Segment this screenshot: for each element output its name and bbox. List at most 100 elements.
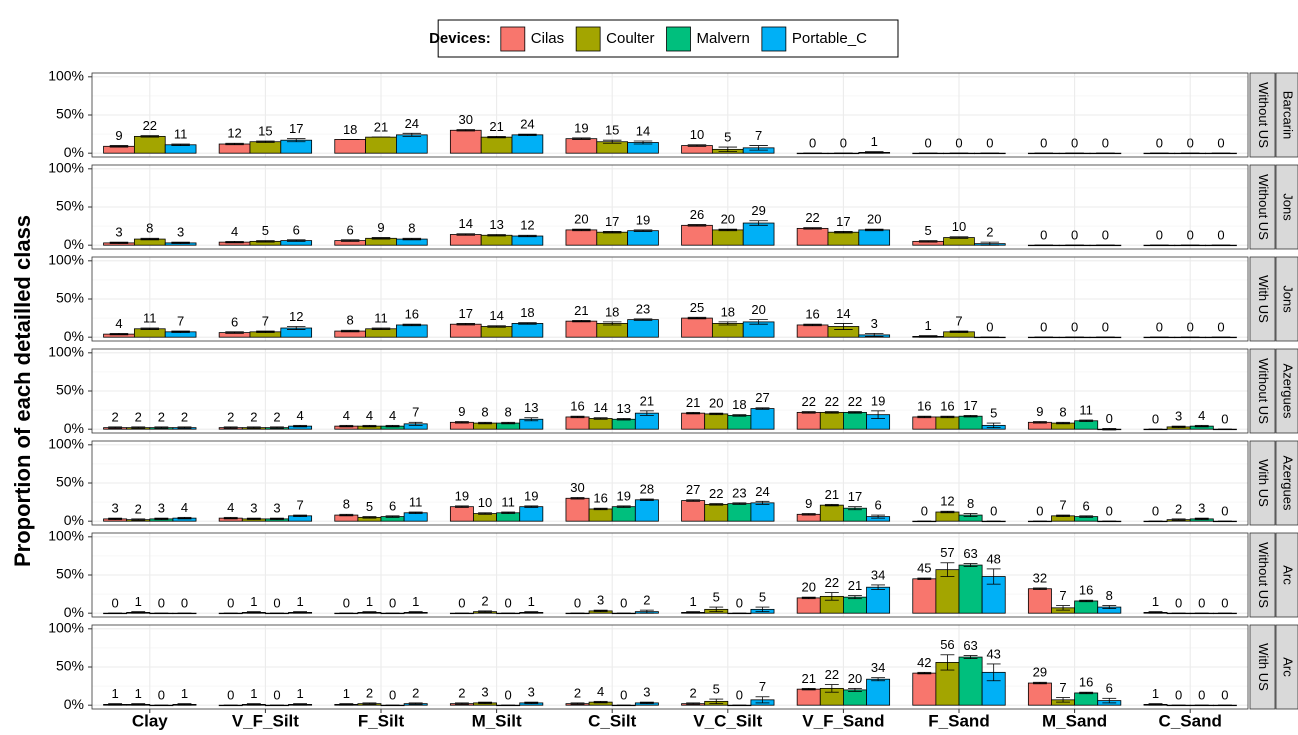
data-label: 21 [825,487,839,502]
error-bar [963,655,978,659]
data-label: 22 [825,575,839,590]
data-label: 0 [1221,504,1228,519]
bar [365,136,397,154]
bar [280,139,313,154]
data-label: 8 [505,405,512,420]
error-bar [339,703,354,706]
error-bar [755,696,770,704]
data-label: 1 [250,594,257,609]
data-label: 3 [1198,501,1205,516]
error-bar [171,330,190,334]
data-label: 27 [686,482,700,497]
bar [858,229,891,246]
data-label: 20 [801,580,815,595]
data-label: 7 [1059,588,1066,603]
error-bar [593,417,608,420]
data-label: 22 [825,667,839,682]
data-label: 0 [1217,320,1224,335]
error-bar [986,663,1001,682]
bar [611,418,636,430]
bar [1074,600,1099,614]
error-bar [864,228,884,232]
data-label: 20 [867,212,881,227]
error-bar [602,231,622,234]
error-bar [686,611,701,614]
bar [627,230,659,246]
data-label: 3 [250,501,257,516]
error-bar [801,687,816,691]
data-label: 20 [721,212,735,227]
error-bar [980,241,1000,246]
data-label: 2 [481,593,488,608]
error-bar [986,568,1001,585]
data-label: 16 [940,399,954,414]
bar [750,408,775,430]
data-label: 21 [801,671,815,686]
data-label: 16 [917,399,931,414]
data-label: 11 [143,310,157,325]
strip-label: Arc [1281,565,1296,585]
bar [796,597,821,614]
x-tick-label: C_Sand [1159,711,1222,730]
error-bar [718,228,738,232]
data-label: 20 [848,671,862,686]
data-label: 3 [597,593,604,608]
error-bar [109,241,129,245]
error-bar [602,321,622,326]
error-bar [402,132,422,137]
data-label: 2 [690,685,697,700]
error-bar [408,611,423,614]
data-label: 1 [296,686,303,701]
strip-label: Jons [1281,193,1296,221]
x-tick-label: C_Silt [588,711,637,730]
data-label: 7 [262,314,269,329]
bar [912,416,937,430]
bar [750,502,775,522]
data-label: 4 [296,408,303,423]
bar [711,323,744,338]
data-label: 1 [528,594,535,609]
data-label: 0 [1187,320,1194,335]
data-label: 0 [840,136,847,151]
error-bar [109,145,129,148]
panel-border [91,348,1249,434]
error-bar [154,517,169,521]
data-label: 1 [296,594,303,609]
data-label: 7 [177,314,184,329]
data-label: 14 [836,306,850,321]
error-bar [1056,605,1070,611]
bar [218,143,251,154]
error-bar [639,498,654,501]
error-bar [593,700,608,704]
data-label: 16 [405,307,419,322]
error-bar [871,514,886,519]
data-label: 5 [925,223,932,238]
error-bar [1032,587,1047,590]
strip [1275,72,1298,158]
strip [1275,256,1298,342]
error-bar [572,319,591,323]
data-label: 7 [759,679,766,694]
data-label: 21 [374,120,388,135]
error-bar [524,701,539,705]
data-label: 21 [686,395,700,410]
error-bar [246,703,261,706]
error-bar [454,505,469,508]
x-tick-label: V_F_Sand [802,711,884,730]
data-label: 32 [1033,570,1047,585]
error-bar [408,421,423,426]
error-bar [1102,697,1117,704]
data-label: 2 [158,409,165,424]
error-bar [501,421,516,425]
data-label: 6 [231,314,238,329]
error-bar [371,327,391,330]
data-label: 1 [250,686,257,701]
bar [596,323,629,338]
data-label: 7 [412,405,419,420]
error-bar [225,142,244,146]
error-bar [140,237,160,241]
bar [711,229,744,246]
data-label: 0 [620,688,627,703]
error-bar [1171,518,1186,521]
error-bar [848,506,862,511]
